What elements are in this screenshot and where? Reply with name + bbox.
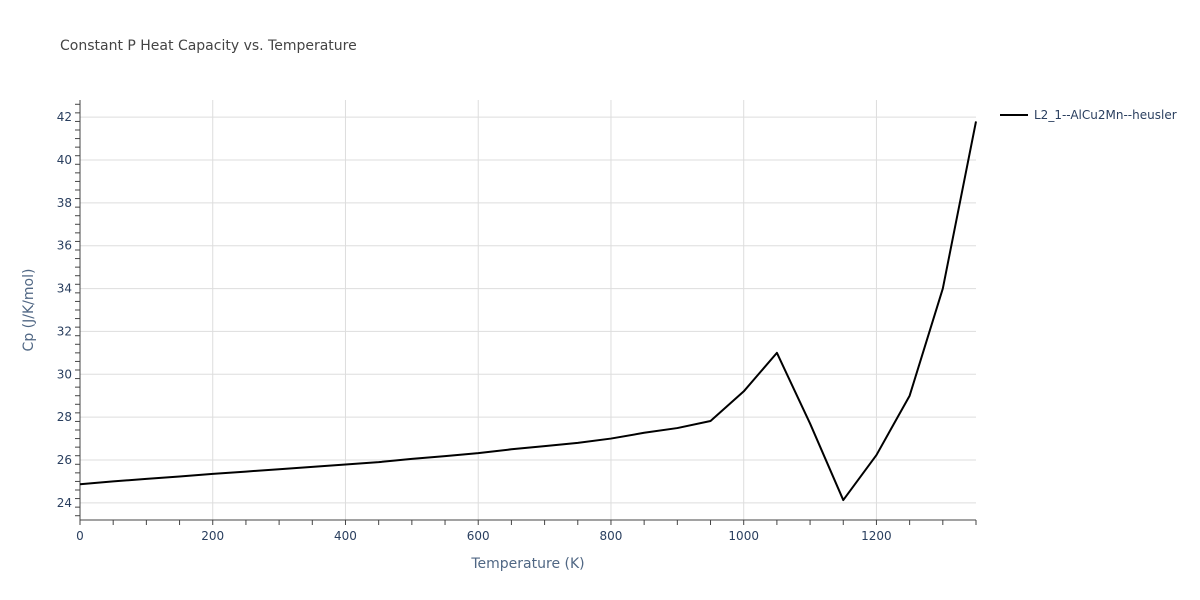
y-tick-label: 40 [57, 153, 72, 167]
series-layer [79, 121, 977, 502]
series-line [79, 121, 977, 502]
x-tick-label: 200 [201, 529, 224, 543]
x-tick-label: 1000 [728, 529, 759, 543]
y-tick-label: 38 [57, 196, 72, 210]
x-tick-label: 400 [334, 529, 357, 543]
chart-title: Constant P Heat Capacity vs. Temperature [60, 38, 357, 54]
y-axis-title: Cp (J/K/mol) [21, 269, 37, 352]
x-axis-title: Temperature (K) [470, 556, 584, 572]
y-tick-label: 36 [57, 239, 72, 253]
x-tick-label: 1200 [861, 529, 892, 543]
x-tick-label: 0 [76, 529, 84, 543]
x-tick-label: 600 [467, 529, 490, 543]
y-tick-label: 24 [57, 496, 72, 510]
y-tick-label: 42 [57, 110, 72, 124]
grid-layer [80, 100, 976, 520]
y-tick-label: 28 [57, 410, 72, 424]
y-tick-label: 26 [57, 453, 72, 467]
y-tick-label: 30 [57, 367, 72, 381]
y-tick-label: 34 [57, 282, 72, 296]
axes-layer: 0 200 400 600 800 1000 1200 24 26 28 30 32 34 36 38 40 4… [57, 100, 977, 543]
y-tick-label: 32 [57, 324, 72, 338]
x-tick-label: 800 [600, 529, 623, 543]
legend[interactable]: L2_1--AlCu2Mn--heusler [1000, 108, 1177, 122]
legend-label: L2_1--AlCu2Mn--heusler [1034, 108, 1177, 122]
